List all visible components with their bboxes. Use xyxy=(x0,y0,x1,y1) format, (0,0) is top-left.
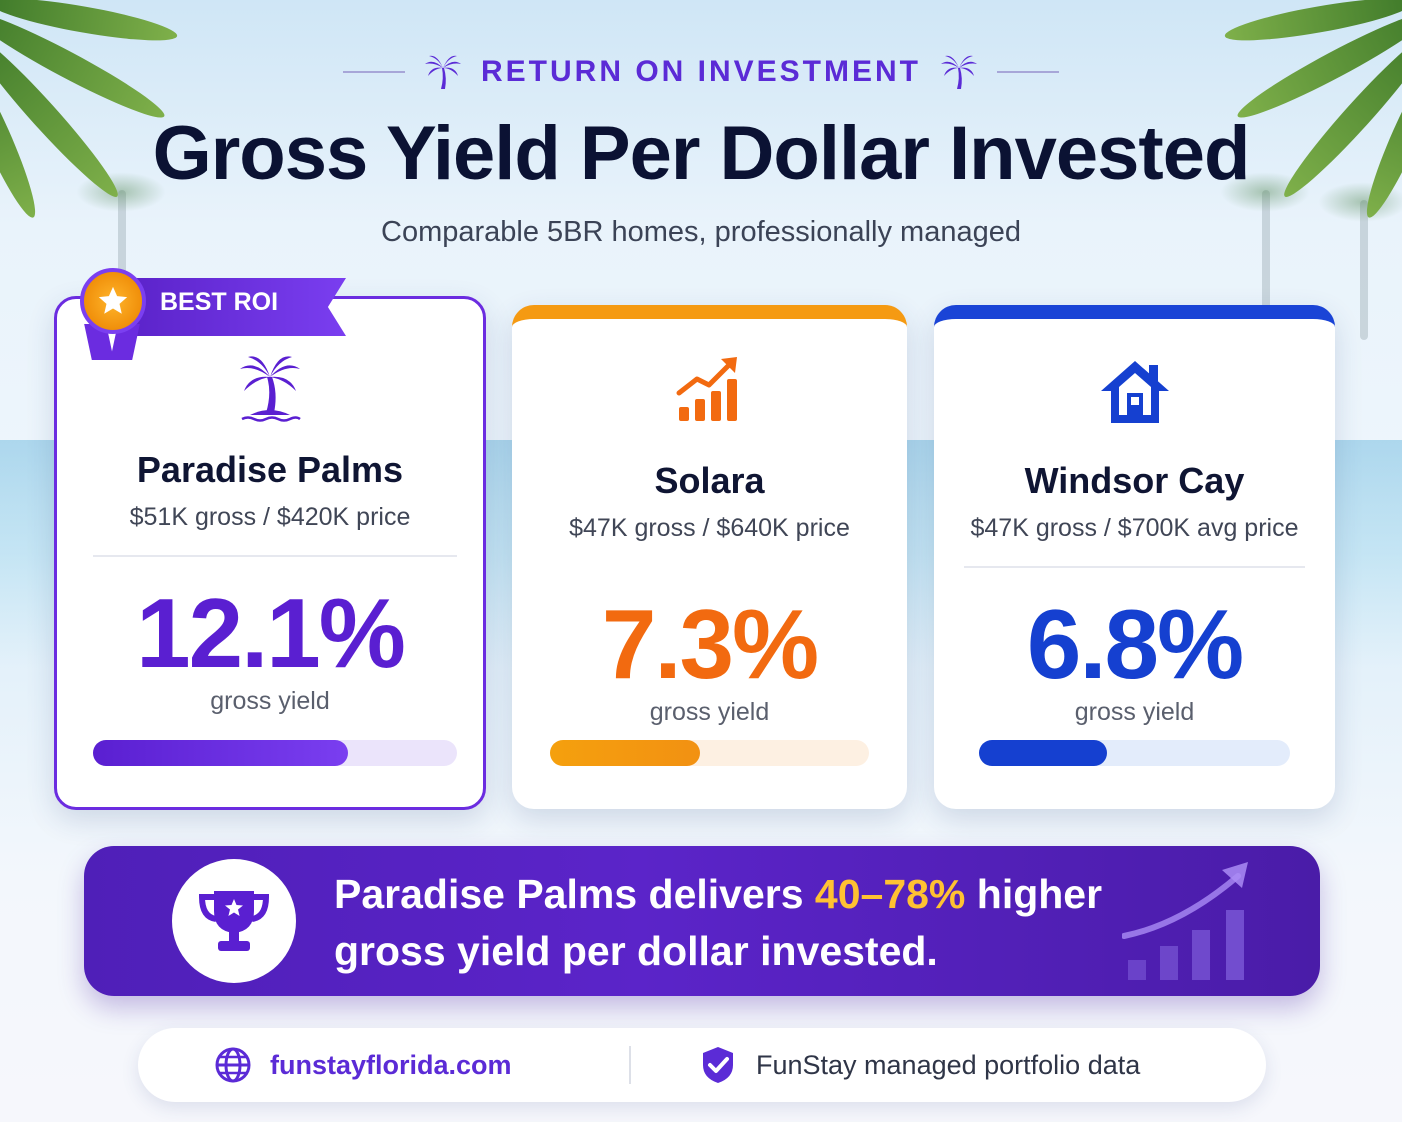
card-divider xyxy=(964,566,1305,568)
property-name: Solara xyxy=(654,460,765,501)
yield-value: 6.8% xyxy=(1026,589,1244,699)
trophy-icon xyxy=(198,891,270,951)
kicker-divider-left xyxy=(342,71,405,73)
globe-icon xyxy=(215,1047,251,1083)
palm-tree-icon xyxy=(424,55,461,89)
yield-bar-track xyxy=(979,740,1290,766)
yield-unit: gross yield xyxy=(649,698,770,726)
source-text: FunStay managed portfolio data xyxy=(756,1049,1141,1080)
yield-unit: gross yield xyxy=(210,687,330,715)
property-detail: $51K gross / $420K price xyxy=(129,503,411,531)
yield-bar-fill xyxy=(550,740,700,766)
yield-bar-track xyxy=(550,740,869,766)
yield-unit: gross yield xyxy=(1074,698,1195,726)
summary-banner: Paradise Palms delivers 40–78% higher gr… xyxy=(84,846,1320,996)
yield-bar-track xyxy=(93,740,457,766)
star-medal-icon xyxy=(80,268,146,334)
growth-chart-icon xyxy=(676,357,737,421)
summary-line2: gross yield per dollar invested. xyxy=(334,928,938,974)
summary-highlight: 40–78% xyxy=(814,871,966,917)
kicker-row: RETURN ON INVESTMENT xyxy=(0,52,1402,92)
growth-arrow-icon xyxy=(1122,862,1248,980)
property-card-paradise-palms: Paradise Palms $51K gross / $420K price … xyxy=(54,296,486,810)
property-detail: $47K gross / $700K avg price xyxy=(970,514,1299,542)
trophy-badge xyxy=(172,859,296,983)
yield-value: 7.3% xyxy=(601,589,819,699)
page-subtitle: Comparable 5BR homes, professionally man… xyxy=(381,216,1021,248)
property-name: Windsor Cay xyxy=(1024,460,1245,501)
footer-divider xyxy=(629,1046,631,1084)
summary-text: Paradise Palms delivers 40–78% higher gr… xyxy=(334,866,1102,980)
property-card-solara: Solara $47K gross / $640K price 7.3% gro… xyxy=(512,305,907,809)
footer-bar: funstayflorida.com FunStay managed portf… xyxy=(138,1028,1266,1102)
property-card-windsor-cay: Windsor Cay $47K gross / $700K avg price… xyxy=(934,305,1335,809)
summary-line1-pre: Paradise Palms delivers xyxy=(334,871,815,917)
card-divider xyxy=(93,555,457,557)
page-title: Gross Yield Per Dollar Invested xyxy=(152,111,1251,196)
badge-label: BEST ROI xyxy=(160,288,279,316)
property-name: Paradise Palms xyxy=(136,449,404,490)
kicker-text: RETURN ON INVESTMENT xyxy=(480,55,921,88)
house-icon xyxy=(1100,361,1169,423)
badge-band xyxy=(120,278,346,336)
footer-website[interactable]: funstayflorida.com xyxy=(214,1028,512,1102)
website-link[interactable]: funstayflorida.com xyxy=(270,1049,512,1080)
palm-tree-icon xyxy=(941,55,977,89)
yield-bar-fill xyxy=(93,740,348,766)
property-detail: $47K gross / $640K price xyxy=(569,514,850,542)
palm-island-icon xyxy=(240,356,301,422)
shield-check-icon xyxy=(703,1047,733,1083)
yield-value: 12.1% xyxy=(136,578,406,688)
footer-source: FunStay managed portfolio data xyxy=(700,1028,1140,1102)
kicker-divider-right xyxy=(997,71,1059,73)
summary-line1-post: higher xyxy=(965,871,1103,917)
yield-bar-fill xyxy=(979,740,1107,766)
